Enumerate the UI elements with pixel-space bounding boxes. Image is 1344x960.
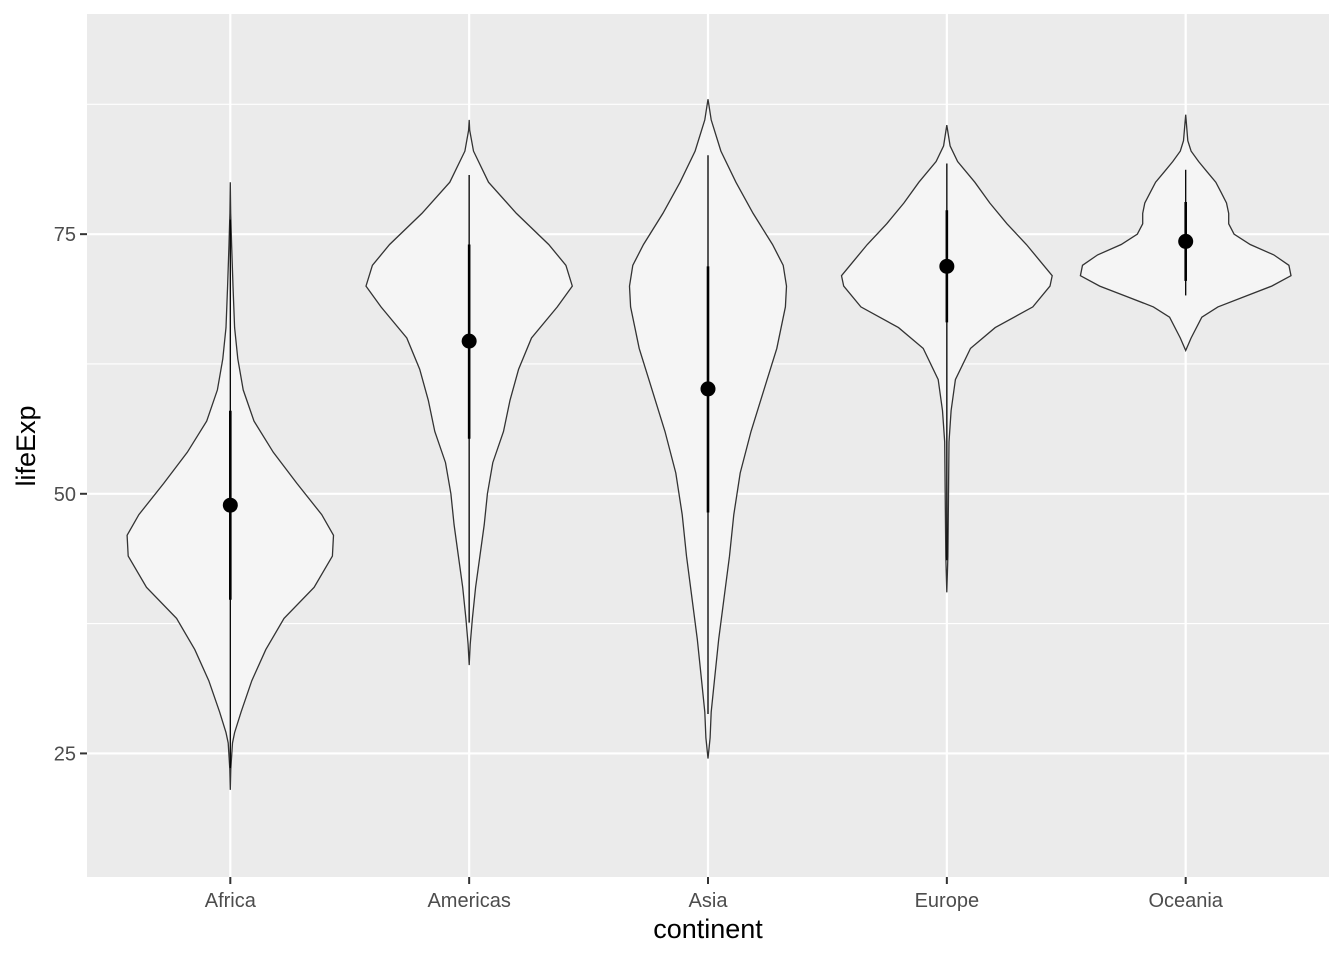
- axes: 25 50 75 Africa Americas Asia Europe Oceania: [54, 224, 1224, 912]
- x-tick-label-americas: Americas: [427, 890, 510, 912]
- mean-point-americas: [461, 333, 477, 349]
- y-tick-label: 50: [54, 484, 76, 506]
- x-tick-label-asia: Asia: [689, 890, 729, 912]
- mean-point-europe: [939, 258, 955, 274]
- y-axis-title: lifeExp: [11, 405, 41, 486]
- mean-point-africa: [222, 497, 238, 513]
- summary-marks: [222, 155, 1194, 768]
- x-tick-label-europe: Europe: [915, 890, 980, 912]
- mean-point-asia: [700, 381, 716, 397]
- x-axis-title: continent: [653, 914, 763, 944]
- y-tick-label: 75: [54, 224, 76, 246]
- x-tick-label-oceania: Oceania: [1148, 890, 1223, 912]
- mean-point-oceania: [1178, 233, 1194, 249]
- y-tick-label: 25: [54, 743, 76, 765]
- x-tick-label-africa: Africa: [205, 890, 257, 912]
